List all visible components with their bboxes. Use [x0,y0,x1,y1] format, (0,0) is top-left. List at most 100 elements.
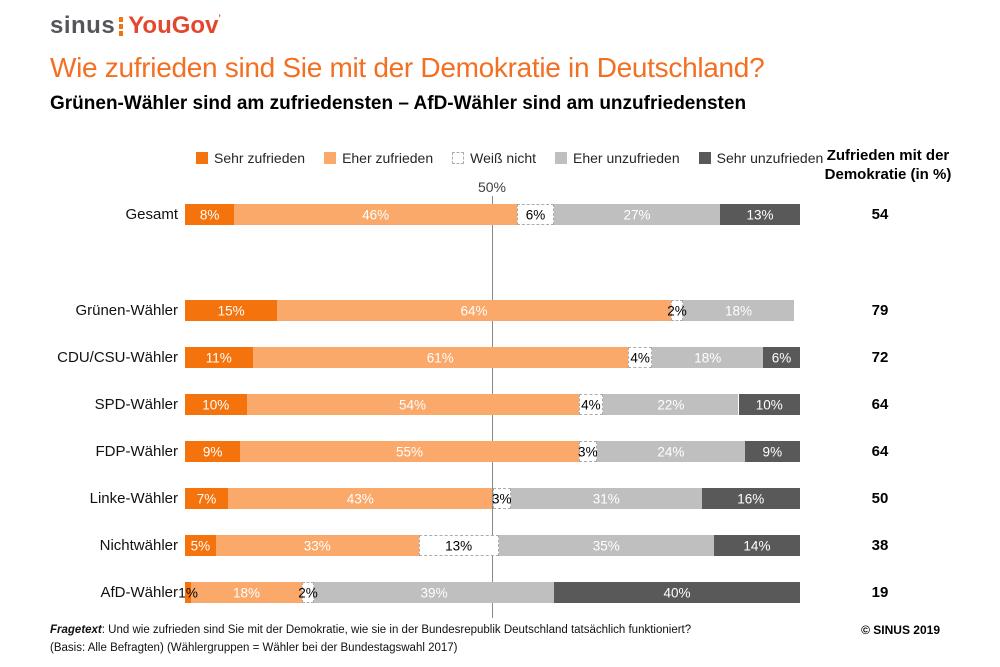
row-total-satisfied: 64 [871,443,889,460]
footnote-prefix: Fragetext [50,624,102,636]
legend-swatch-icon [698,152,711,164]
bar-segment: 10% [738,394,800,415]
page-subtitle: Grünen-Wähler sind am zufriedensten – Af… [50,93,747,114]
legend-label: Sehr zufrieden [214,150,306,166]
yougov-logo: YouGov’ [128,12,221,39]
legend-item-0: Sehr zufrieden [196,150,305,166]
segment-value-label: 18% [694,350,722,365]
bar-segment: 54% [246,394,579,415]
totals-column-header: Zufrieden mit der Demokratie (in %) [812,147,964,185]
bar-segment: 35% [498,535,714,556]
row-label: SPD-Wähler [94,396,178,413]
row-total-satisfied: 64 [871,396,889,413]
bar-segment: 8% [185,204,235,225]
segment-value-label: 2% [667,303,687,318]
segment-value-label: 18% [724,303,752,318]
legend: Sehr zufrieden Eher zufrieden Weiß nicht Eh… [196,150,823,166]
footnote-line2: (Basis: Alle Befragten) (Wählergruppen =… [50,641,458,654]
legend-label: Weiß nicht [470,150,536,166]
row-label: Linke-Wähler [89,490,178,507]
bar-segment: 9% [744,441,800,462]
stacked-bar: 9% 55% 3% 24% 9% [185,441,800,462]
legend-label: Eher unzufrieden [573,150,680,166]
footnote-question: : Und wie zufrieden sind Sie mit der Dem… [101,624,692,636]
segment-value-label: 55% [395,444,423,459]
segment-value-label: 4% [630,350,650,365]
bar-segment: 55% [240,441,579,462]
segment-value-label: 35% [592,538,620,553]
stacked-bar: 1% 18% 2% 39% 40% [178,582,800,603]
legend-swatch-icon [196,152,208,164]
segment-value-label: 10% [202,397,230,412]
logo-colon-icon [119,16,124,36]
row-label: AfD-Wähler [100,584,178,601]
bar-segment: 43% [228,488,493,509]
copyright: © SINUS 2019 [861,623,940,637]
segment-value-label: 43% [346,491,374,506]
stacked-bar: 5% 33% 13% 35% 14% [185,535,800,556]
segment-value-label: 54% [399,397,427,412]
segment-value-label: 3% [491,491,512,506]
bar-segment: 4% [578,394,604,415]
bar-segment: 31% [510,488,702,509]
reference-line-label: 50% [477,179,507,195]
stacked-bar: 15% 64% 2% 18% [185,300,800,321]
segment-value-label: 2% [298,585,318,600]
bar-segment: 22% [603,394,739,415]
bar-segment: 10% [185,394,247,415]
segment-value-label: 31% [592,491,620,506]
segment-value-label: 18% [232,585,260,600]
row-total-satisfied: 19 [871,584,889,601]
legend-swatch-icon [452,152,465,164]
segment-value-label: 27% [623,207,651,222]
bar-segment: 14% [713,535,800,556]
row-total-satisfied: 79 [871,302,889,319]
segment-value-label: 39% [420,585,448,600]
legend-swatch-icon [555,152,567,164]
row-label: CDU/CSU-Wähler [57,349,178,366]
segment-value-label: 9% [202,444,223,459]
segment-value-label: 1% [178,585,198,600]
segment-value-label: 15% [217,303,245,318]
segment-value-label: 16% [737,491,765,506]
bar-segment: 9% [185,441,241,462]
bar-segment: 40% [554,582,800,603]
segment-value-label: 64% [460,303,488,318]
legend-item-1: Eher zufrieden [324,150,433,166]
legend-swatch-icon [324,152,337,164]
row-label: Grünen-Wähler [75,302,178,319]
bar-segment: 3% [578,441,598,462]
stacked-bar: 10% 54% 4% 22% 10% [185,394,800,415]
footnote-line1: Fragetext: Und wie zufrieden sind Sie mi… [50,622,691,640]
stacked-bar: 7% 43% 3% 31% 16% [185,488,800,509]
legend-item-2: Weiß nicht [452,150,536,166]
segment-value-label: 33% [303,538,331,553]
bar-segment [670,300,684,321]
segment-value-label: 6% [771,350,792,365]
segment-value-label: 61% [426,350,454,365]
bar-segment: 11% [185,347,253,368]
segment-value-label: 22% [657,397,685,412]
bar-segment [185,582,192,603]
bar-segment [301,582,315,603]
segment-value-label: 9% [762,444,783,459]
bar-segment: 18% [652,347,764,368]
bar-segment: 16% [701,488,800,509]
bar-segment: 6% [517,204,554,225]
segment-value-label: 14% [743,538,771,553]
row-label: Nichtwähler [99,537,178,554]
bar-segment: 39% [314,582,554,603]
legend-item-3: Eher unzufrieden [555,150,680,166]
bar-segment: 3% [491,488,512,509]
footnote: Fragetext: Und wie zufrieden sind Sie mi… [50,622,691,658]
totals-header-line2: Demokratie (in %) [824,165,952,183]
bar-segment: 33% [215,535,419,556]
totals-header-line1: Zufrieden mit der [826,147,950,164]
bar-segment: 13% [720,204,800,225]
trademark-mark: ’ [218,13,221,23]
segment-value-label: 24% [657,444,685,459]
bar-segment: 64% [277,300,671,321]
segment-value-label: 40% [663,585,691,600]
bar-segment: 24% [597,441,745,462]
